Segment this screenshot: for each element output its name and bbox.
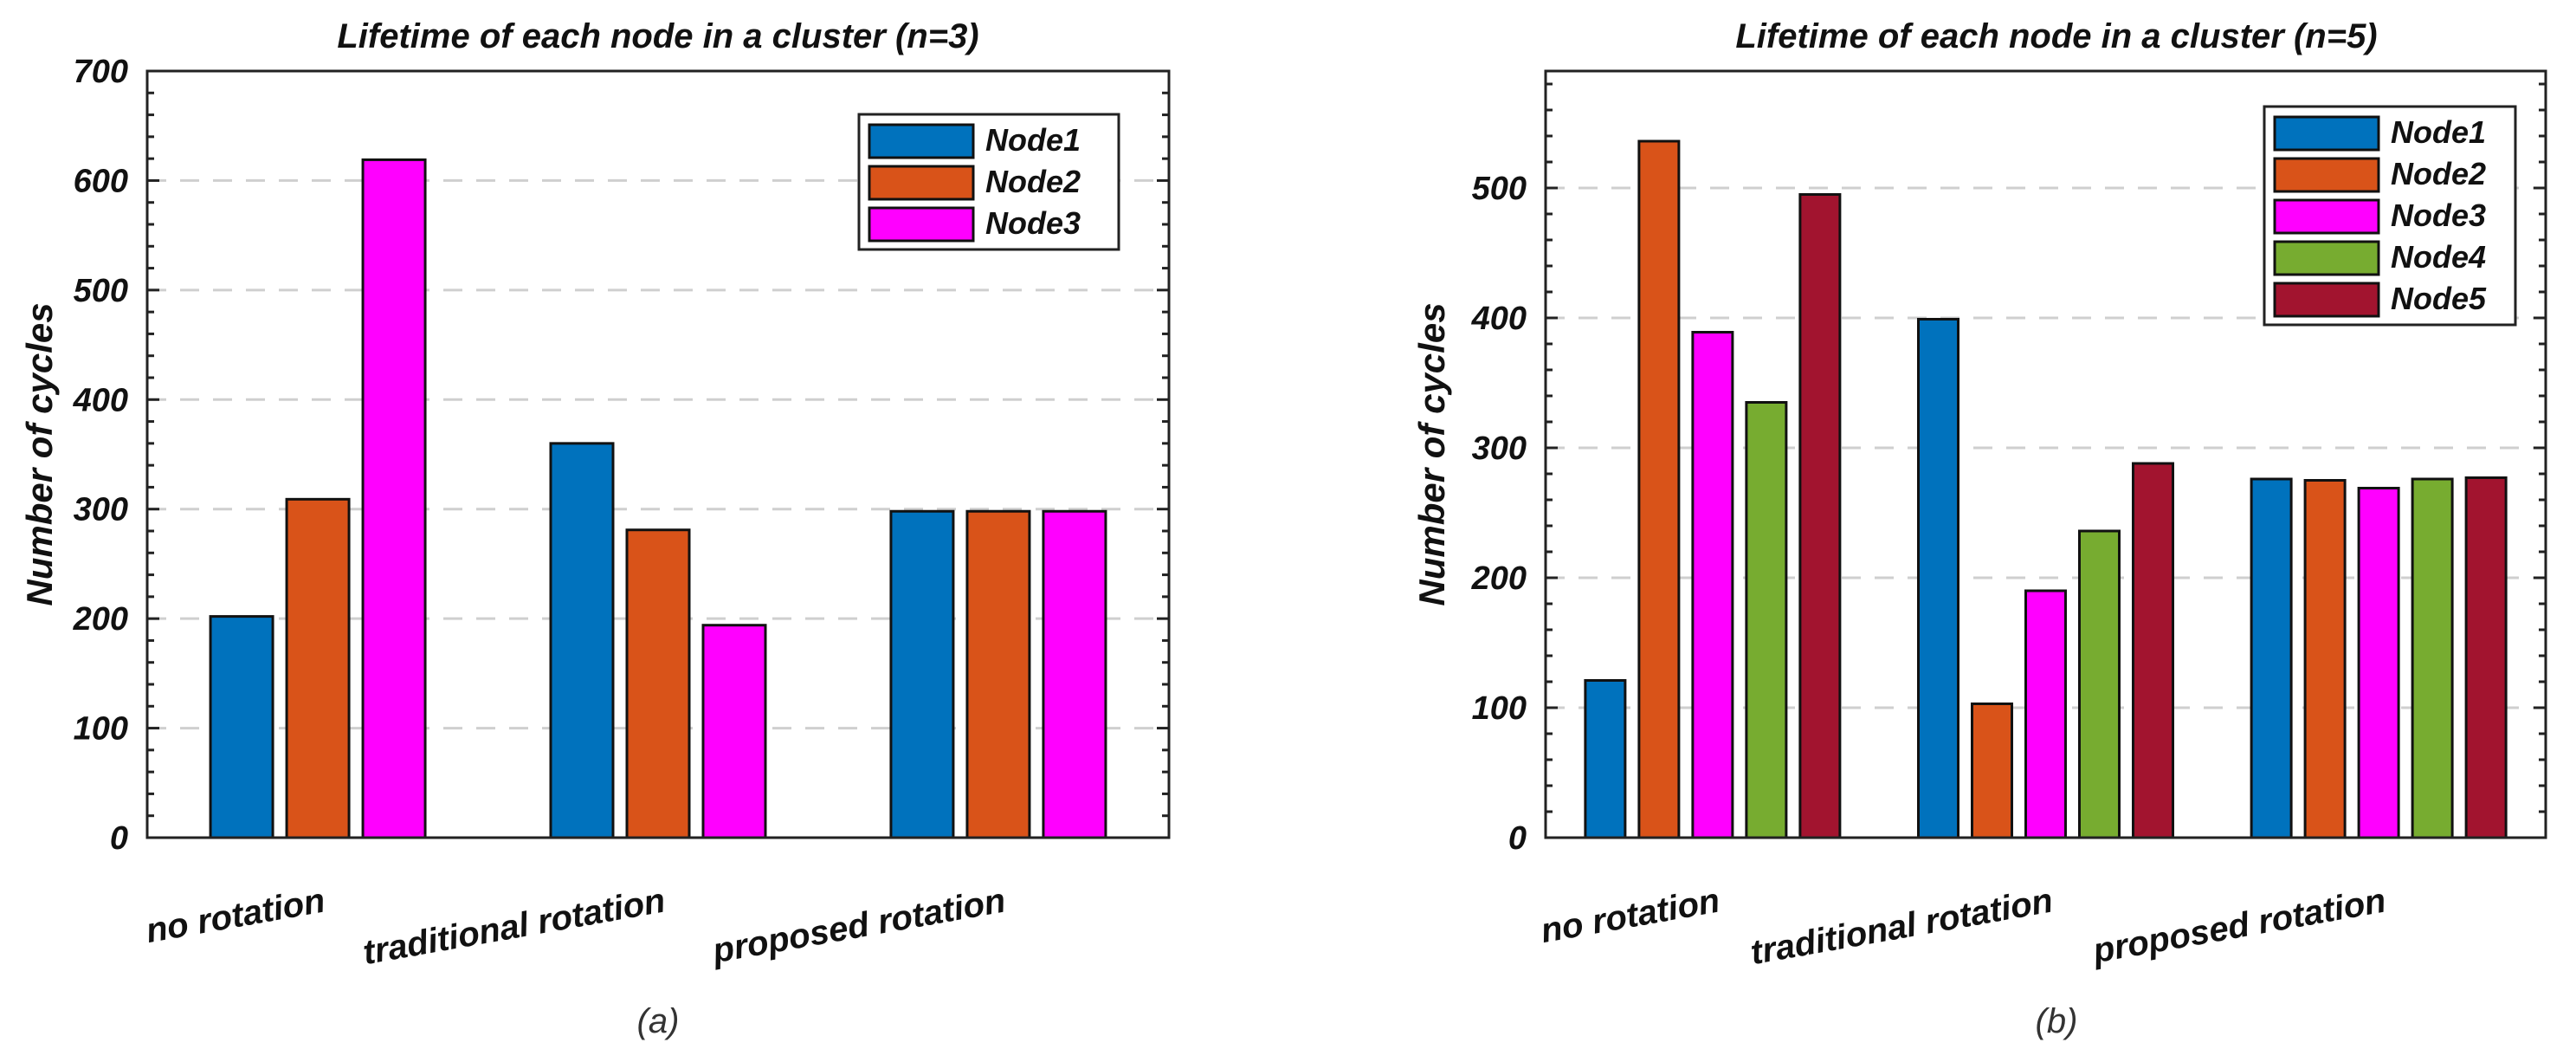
figure-caption: (b)	[2036, 1002, 2078, 1040]
legend-entry: Node3	[985, 205, 1081, 241]
bar-node3-proposed-rotation	[2357, 487, 2400, 839]
y-tick-label: 500	[74, 273, 128, 309]
y-tick-label: 700	[74, 54, 128, 90]
y-tick-label: 100	[74, 711, 128, 748]
y-tick-label: 300	[1472, 431, 1527, 467]
bar-node1-no-rotation	[1584, 679, 1627, 839]
bar-node1-traditional-rotation	[549, 442, 615, 839]
bar-node2-no-rotation	[1637, 139, 1681, 839]
y-tick-label: 300	[74, 492, 128, 528]
legend-swatch	[2273, 282, 2380, 318]
bar-node5-no-rotation	[1798, 193, 1842, 839]
y-tick-label: 0	[110, 820, 128, 857]
category-label: proposed rotation	[2089, 882, 2389, 971]
legend-swatch	[868, 123, 975, 159]
legend-swatch	[2273, 157, 2380, 193]
chart-panel-0: no rotation traditional rotation proposed …	[19, 17, 1171, 1040]
y-tick-label: 0	[1508, 820, 1527, 857]
plot-frame	[145, 69, 1171, 839]
bar-node1-no-rotation	[209, 615, 274, 839]
y-axis-label: Number of cycles	[1411, 302, 1452, 605]
legend-entry: Node1	[2391, 114, 2486, 150]
category-label: traditional rotation	[1747, 882, 2056, 973]
category-label: no rotation	[1538, 882, 1722, 951]
bar-node2-proposed-rotation	[965, 509, 1031, 839]
bar-node3-traditional-rotation	[701, 624, 767, 839]
bar-node3-no-rotation	[1691, 331, 1734, 839]
figure-caption: (a)	[637, 1002, 680, 1040]
bar-node1-proposed-rotation	[889, 509, 955, 839]
bar-node4-proposed-rotation	[2411, 477, 2454, 839]
plot-frame	[1544, 69, 2547, 839]
chart-title: Lifetime of each node in a cluster (n=5)	[1735, 17, 2377, 55]
bar-node2-traditional-rotation	[625, 528, 691, 839]
bar-node4-traditional-rotation	[2078, 529, 2121, 839]
bar-node3-traditional-rotation	[2024, 589, 2067, 839]
chart-title: Lifetime of each node in a cluster (n=3)	[337, 17, 978, 55]
legend-swatch	[2273, 115, 2380, 152]
bar-node3-no-rotation	[361, 158, 427, 839]
category-label: no rotation	[143, 882, 327, 951]
y-tick-label: 400	[73, 382, 128, 418]
y-tick-label: 400	[1471, 301, 1527, 337]
bar-node2-proposed-rotation	[2303, 479, 2347, 839]
y-tick-label: 200	[1471, 560, 1527, 597]
legend-swatch	[2273, 240, 2380, 276]
chart-panel-1: no rotation traditional rotation proposed …	[1411, 17, 2547, 1040]
bar-node3-proposed-rotation	[1042, 509, 1107, 839]
bar-node1-traditional-rotation	[1917, 318, 1959, 839]
legend-entry: Node2	[2391, 156, 2486, 191]
legend: Node1 Node2 Node3	[857, 113, 1120, 251]
y-tick-label: 600	[74, 163, 128, 199]
category-label: traditional rotation	[360, 882, 668, 973]
legend-entry: Node2	[985, 164, 1081, 199]
y-tick-label: 500	[1472, 171, 1527, 207]
legend-entry: Node1	[985, 122, 1081, 158]
y-axis-label: Number of cycles	[19, 302, 60, 605]
bar-node4-no-rotation	[1745, 401, 1788, 839]
legend-swatch	[868, 206, 975, 243]
bar-node2-traditional-rotation	[1971, 703, 2013, 839]
legend-entry: Node3	[2391, 198, 2486, 233]
legend: Node1 Node2 Node3 Node4 Node5	[2263, 105, 2517, 327]
y-tick-label: 200	[73, 601, 128, 638]
y-tick-label: 100	[1472, 690, 1527, 727]
legend-swatch	[2273, 198, 2380, 235]
bar-node2-no-rotation	[285, 497, 351, 839]
bar-node5-traditional-rotation	[2132, 462, 2174, 839]
bar-node1-proposed-rotation	[2250, 477, 2293, 839]
category-label: proposed rotation	[709, 882, 1009, 971]
legend-entry: Node4	[2391, 239, 2486, 275]
legend-entry: Node5	[2391, 281, 2487, 316]
bar-node5-proposed-rotation	[2464, 476, 2508, 839]
legend-swatch	[868, 165, 975, 201]
